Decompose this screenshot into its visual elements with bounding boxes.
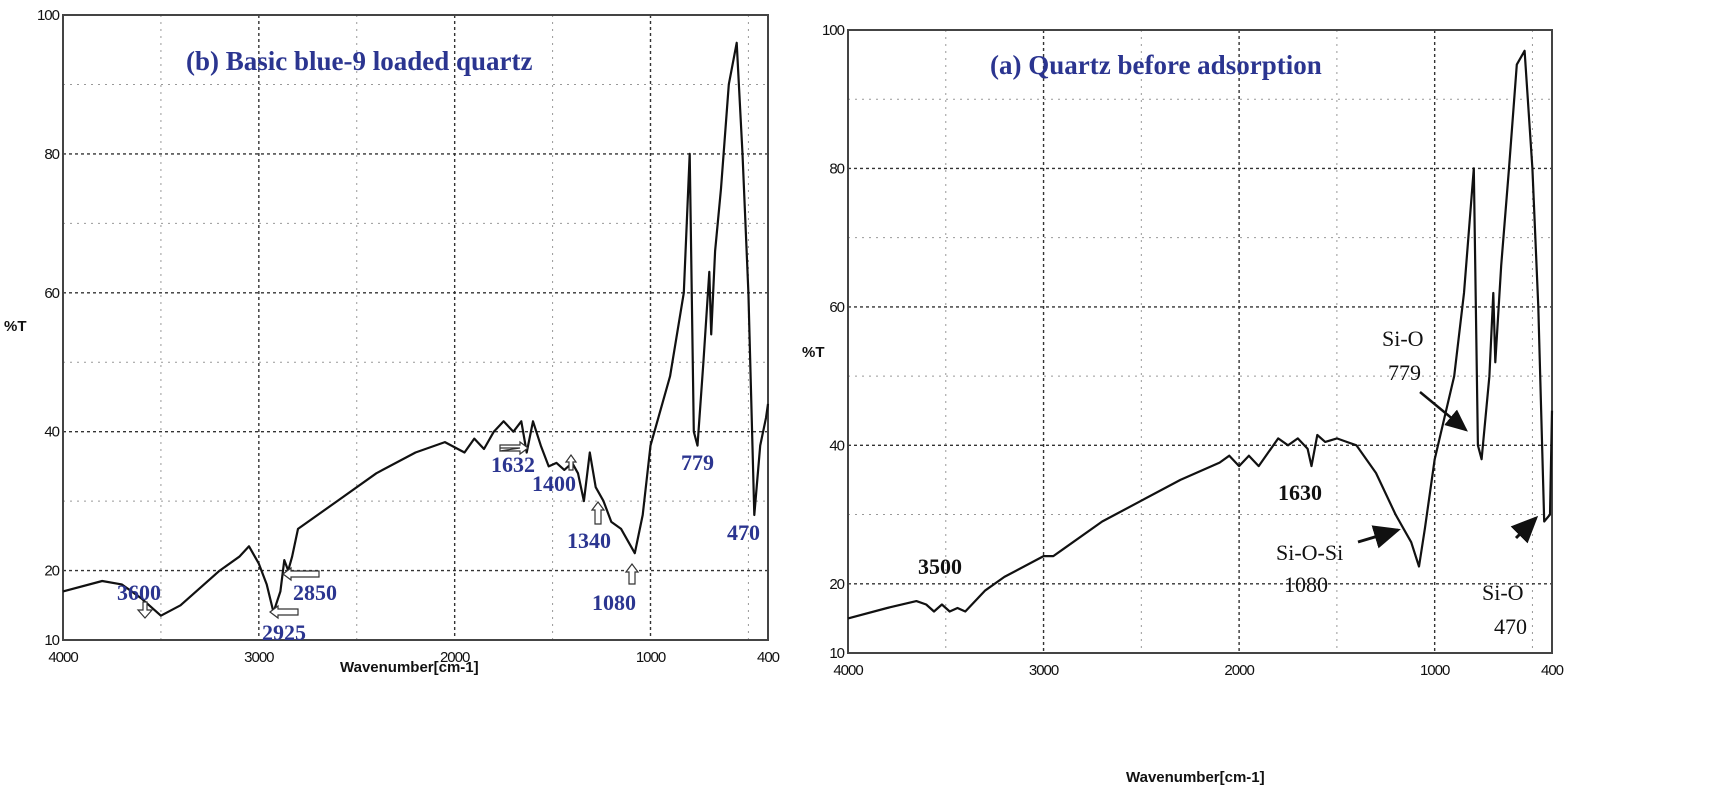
arrow-up-icon (624, 563, 640, 585)
panel-title-left: (b) Basic blue-9 loaded quartz (186, 46, 533, 76)
annotation-si-o-779: Si-O (1382, 326, 1424, 351)
y-tick-label: 20 (44, 563, 59, 580)
y-axis-label-left: %T (4, 318, 27, 335)
annotation-779: 779 (1388, 360, 1421, 385)
x-tick-label: 4000 (833, 662, 863, 679)
arrow-up-icon (590, 501, 606, 525)
x-tick-label: 2000 (440, 649, 470, 666)
arrow-right-icon (499, 440, 529, 456)
x-axis-label-right: Wavenumber[cm-1] (1126, 769, 1265, 785)
annotation-1080: 1080 (1284, 572, 1328, 597)
x-tick-label: 1000 (636, 649, 666, 666)
annotation-1630: 1630 (1278, 480, 1322, 505)
y-tick-label: 80 (44, 146, 59, 163)
x-tick-label: 3000 (244, 649, 274, 666)
annotation-si-o-si: Si-O-Si (1276, 540, 1343, 565)
y-tick-label: 60 (44, 285, 59, 302)
annotation-1632: 1632 (491, 452, 535, 477)
y-tick-label: 80 (829, 160, 844, 177)
annotation-1080: 1080 (592, 590, 636, 615)
x-tick-label: 3000 (1029, 662, 1059, 679)
y-tick-label: 100 (822, 22, 845, 39)
panel-left: 4000 3000 2000 1000 400 10 20 40 60 80 100 (b) Bas… (4, 7, 781, 676)
annotation-470: 470 (1494, 614, 1527, 639)
arrow-up-icon (564, 453, 578, 471)
x-tick-label: 400 (1541, 662, 1564, 679)
annotation-si-o-470: Si-O (1482, 580, 1524, 605)
annotation-779: 779 (681, 450, 714, 475)
spectrum-curve-left (62, 41, 770, 617)
plot-frame-right (847, 29, 1553, 654)
annotations-left: 3600 2925 2850 1632 1400 1340 1080 779 4… (117, 440, 760, 645)
grid-left (63, 15, 768, 640)
y-tick-label: 40 (829, 437, 844, 454)
arrow-icon (1510, 515, 1539, 544)
panel-title-right: (a) Quartz before adsorption (990, 50, 1322, 80)
spectrum-curve-right (847, 49, 1554, 620)
y-tick-label: 20 (829, 576, 844, 593)
y-tick-label: 100 (37, 7, 60, 24)
grid-right (848, 30, 1552, 653)
y-tick-label: 60 (829, 299, 844, 316)
annotation-3600: 3600 (117, 580, 161, 605)
y-tick-label: 40 (44, 424, 59, 441)
arrow-icon (1357, 525, 1401, 549)
arrow-down-icon (136, 601, 154, 619)
annotation-2850: 2850 (293, 580, 337, 605)
x-axis-label-left: Wavenumber[cm-1] (340, 659, 479, 676)
arrow-left-icon (282, 566, 320, 582)
annotations-right: 3500 1630 Si-O-Si 1080 Si-O 779 Si-O 470 (918, 326, 1539, 639)
x-tick-label: 4000 (48, 649, 78, 666)
annotation-1340: 1340 (567, 528, 611, 553)
arrow-icon (1419, 391, 1468, 432)
y-tick-label: 10 (829, 645, 844, 662)
annotation-470: 470 (727, 520, 760, 545)
y-tick-label: 10 (44, 632, 59, 649)
annotation-2925: 2925 (262, 620, 306, 645)
arrow-left-icon (269, 604, 299, 620)
x-tick-label: 1000 (1420, 662, 1450, 679)
annotation-1400: 1400 (532, 471, 576, 496)
x-tick-label: 2000 (1224, 662, 1254, 679)
plot-frame-left (62, 14, 769, 641)
panel-right: 4000 3000 2000 1000 400 10 20 40 60 80 100 (a) Qua… (802, 22, 1565, 785)
axis-ticks-left: 4000 3000 2000 1000 400 10 20 40 60 80 100 (37, 7, 781, 666)
x-tick-label: 400 (757, 649, 780, 666)
annotation-3500: 3500 (918, 554, 962, 579)
y-axis-label-right: %T (802, 344, 825, 361)
axis-ticks-right: 4000 3000 2000 1000 400 10 20 40 60 80 100 (822, 22, 1565, 679)
